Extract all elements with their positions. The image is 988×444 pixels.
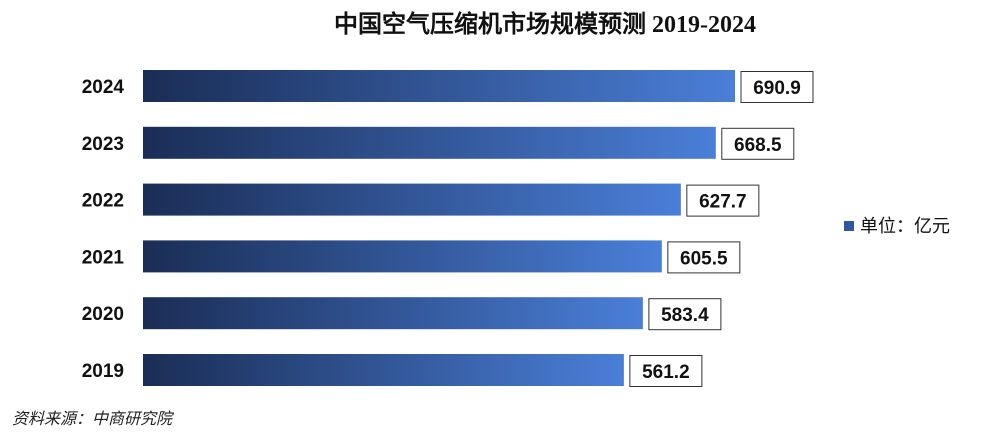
chart-title: 中国空气压缩机市场规模预测 2019-2024 xyxy=(334,10,756,38)
data-label-box xyxy=(740,71,814,103)
data-label-box xyxy=(667,241,741,274)
data-label-box xyxy=(629,355,703,387)
legend-label: 单位：亿元 xyxy=(860,216,950,237)
legend-swatch xyxy=(844,221,854,231)
data-label: 583.4 xyxy=(661,305,709,326)
bar xyxy=(143,297,643,330)
y-tick-label: 2023 xyxy=(82,134,124,155)
y-tick-label: 2021 xyxy=(82,247,125,268)
y-tick-label: 2019 xyxy=(82,361,124,382)
data-label: 561.2 xyxy=(642,362,690,383)
bar xyxy=(143,240,662,273)
y-tick-label: 2020 xyxy=(82,304,124,325)
data-label-box xyxy=(721,127,795,160)
bar xyxy=(143,70,736,102)
y-tick-label: 2022 xyxy=(82,191,124,212)
data-label: 627.7 xyxy=(699,192,747,213)
bar xyxy=(143,126,716,159)
data-label: 605.5 xyxy=(680,248,728,269)
bar xyxy=(143,183,681,216)
data-label-box xyxy=(648,298,722,331)
data-label-box xyxy=(686,184,760,217)
data-label: 668.5 xyxy=(734,135,782,156)
y-tick-label: 2024 xyxy=(82,77,125,98)
bar xyxy=(143,354,624,386)
source-note: 资料来源：中商研究院 xyxy=(12,409,175,428)
data-label: 690.9 xyxy=(753,78,801,99)
